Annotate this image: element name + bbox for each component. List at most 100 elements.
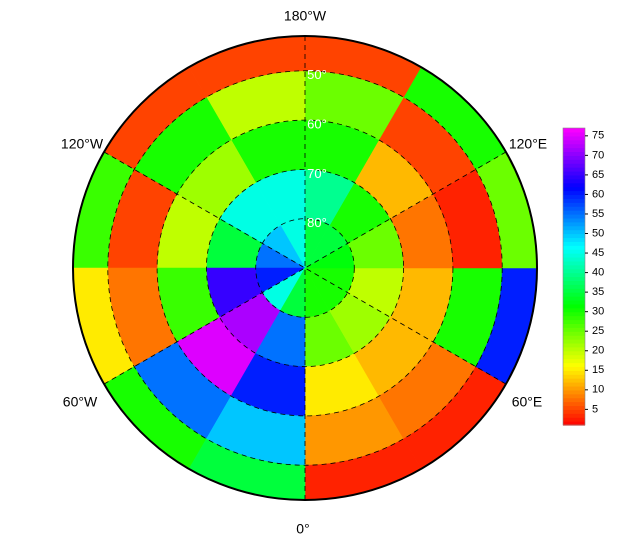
colorbar-tick-label: 50 — [592, 227, 604, 239]
meridian-label: 0° — [296, 521, 309, 537]
colorbar-tick-label: 40 — [592, 266, 604, 278]
colorbar-step — [563, 288, 585, 293]
labels: 50° 60° 70° 80° 180°W 120°E 60°E 0° 60°W 120°W — [61, 8, 547, 537]
colorbar-step — [563, 260, 585, 266]
colorbar: 5 10 15 20 25 30 35 40 45 50 55 60 65 70 75 — [562, 127, 604, 426]
colorbar-step — [563, 339, 585, 344]
field — [72, 35, 538, 501]
colorbar-step — [563, 327, 585, 332]
colorbar-step — [563, 174, 585, 180]
colorbar-frame — [562, 127, 586, 426]
colorbar-step — [563, 151, 585, 156]
colorbar-step — [563, 272, 585, 278]
latitude-label: 80° — [307, 215, 327, 230]
colorbar-tick-label: 45 — [592, 247, 604, 259]
colorbar-step — [563, 358, 585, 364]
colorbar-step — [563, 299, 585, 305]
colorbar-step — [563, 335, 585, 340]
colorbar-step — [563, 268, 585, 274]
colorbar-step — [563, 389, 585, 395]
colorbar-step — [563, 186, 585, 192]
colorbar-step — [563, 253, 585, 258]
graticule — [72, 35, 538, 501]
colorbar-tick-label: 5 — [592, 403, 598, 415]
colorbar-step — [563, 221, 585, 227]
colorbar-step — [563, 393, 585, 399]
colorbar-step — [563, 167, 585, 172]
latitude-label: 50° — [307, 67, 327, 82]
colorbar-step — [563, 307, 585, 313]
colorbar-step — [563, 417, 585, 422]
latitude-label: 60° — [307, 117, 327, 132]
colorbar-step — [563, 233, 585, 239]
meridian-label: 120°E — [509, 136, 547, 152]
colorbar-step — [563, 366, 585, 371]
colorbar-step — [563, 284, 585, 289]
colorbar-step — [563, 210, 585, 215]
colorbar-tick-label: 65 — [592, 169, 604, 181]
map-border — [72, 35, 538, 501]
colorbar-step — [563, 249, 585, 254]
colorbar-step — [563, 194, 585, 199]
colorbar-step — [563, 374, 585, 379]
colorbar-step — [563, 311, 585, 317]
meridian-label: 60°E — [512, 394, 543, 410]
meridian-label: 180°W — [284, 8, 327, 24]
meridian-label: 60°W — [63, 394, 98, 410]
colorbar-step — [563, 421, 585, 426]
colorbar-step — [563, 131, 585, 137]
colorbar-step — [563, 362, 585, 367]
colorbar-tick-label: 25 — [592, 325, 604, 337]
colorbar-tick-label: 55 — [592, 208, 604, 220]
colorbar-tick-label: 75 — [592, 130, 604, 142]
colorbar-step — [563, 401, 585, 407]
colorbar-step — [563, 237, 585, 242]
colorbar-step — [563, 155, 585, 160]
colorbar-step — [563, 198, 585, 203]
colorbar-tick-label: 30 — [592, 306, 604, 318]
colorbar-step — [563, 217, 585, 223]
colorbar-step — [563, 163, 585, 168]
latitude-circle — [255, 218, 355, 318]
latitude-circle — [107, 70, 503, 466]
colorbar-step — [563, 256, 585, 262]
colorbar-tick-label: 10 — [592, 384, 604, 396]
colorbar-step — [563, 147, 585, 153]
colorbar-step — [563, 213, 585, 219]
colorbar-step — [563, 350, 585, 356]
colorbar-tick-label: 60 — [592, 188, 604, 200]
colorbar-step — [563, 315, 585, 321]
colorbar-step — [563, 370, 585, 375]
colorbar-step — [563, 225, 585, 231]
colorbar-tick-label: 70 — [592, 149, 604, 161]
colorbar-tick-label: 15 — [592, 364, 604, 376]
colorbar-step — [563, 303, 585, 309]
colorbar-step — [563, 178, 585, 184]
colorbar-step — [563, 202, 585, 207]
colorbar-step — [563, 331, 585, 336]
colorbar-step — [563, 378, 585, 383]
colorbar-step — [563, 385, 585, 391]
colorbar-step — [563, 280, 585, 285]
colorbar-step — [563, 342, 585, 348]
colorbar-step — [563, 206, 585, 211]
colorbar-step — [563, 346, 585, 352]
colorbar-step — [563, 276, 585, 282]
colorbar-step — [563, 135, 585, 141]
colorbar-step — [563, 409, 585, 414]
colorbar-step — [563, 139, 585, 145]
colorbar-step — [563, 292, 585, 297]
colorbar-step — [563, 397, 585, 403]
meridian-label: 120°W — [61, 136, 104, 152]
colorbar-step — [563, 323, 585, 328]
colorbar-tick-label: 35 — [592, 286, 604, 298]
colorbar-step — [563, 159, 585, 164]
colorbar-step — [563, 190, 585, 196]
colorbar-step — [563, 296, 585, 301]
colorbar-step — [563, 229, 585, 235]
latitude-circle — [205, 168, 404, 367]
colorbar-step — [563, 382, 585, 387]
colorbar-step — [563, 128, 585, 133]
colorbar-step — [563, 143, 585, 149]
